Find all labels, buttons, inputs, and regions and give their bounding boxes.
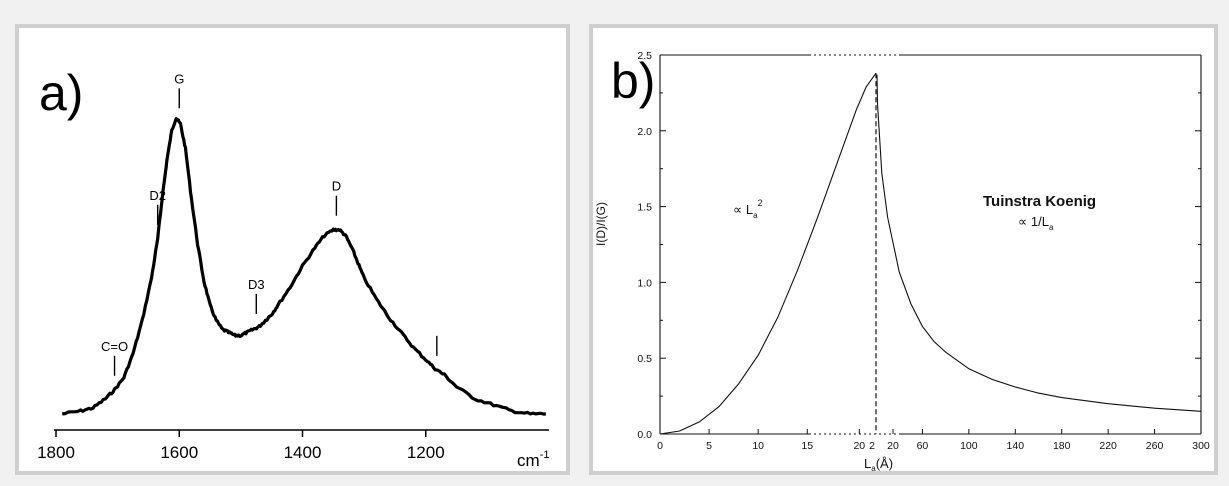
x-axis-label: La(Å) bbox=[864, 456, 893, 471]
x-tick-label: 100 bbox=[960, 440, 978, 452]
peak-label: C=O bbox=[101, 339, 128, 354]
x-ticks-a: 1800 1600 1400 1200 bbox=[37, 430, 445, 462]
peak-label: D3 bbox=[248, 277, 265, 292]
curve-right-segment bbox=[876, 74, 1202, 412]
x-tick-label: 15 bbox=[801, 440, 813, 452]
x-tick-label-a: 1200 bbox=[407, 443, 445, 462]
y-axis-label: I(D)/I(G) bbox=[594, 202, 608, 246]
curve-left-segment bbox=[659, 72, 877, 435]
peak-label: G bbox=[174, 71, 184, 86]
x-tick-label-a: 1800 bbox=[37, 443, 75, 462]
x-tick-label: 220 bbox=[1099, 440, 1117, 452]
x-tick-label: 180 bbox=[1053, 440, 1071, 452]
peak-label: D bbox=[332, 179, 341, 194]
y-tick-label: 0.5 bbox=[637, 353, 652, 365]
x-tick-label: 300 bbox=[1192, 440, 1210, 452]
ticks-b: 0.00.51.01.52.02.50 5 10 15 20 2 20 60 100 140 180… bbox=[637, 50, 1210, 452]
spectrum-line bbox=[62, 117, 546, 416]
x-tick-label: 5 bbox=[706, 440, 712, 452]
panel-label-a: a) bbox=[39, 65, 83, 121]
x-tick-label: 2 bbox=[869, 440, 875, 452]
x-tick-label: 140 bbox=[1007, 440, 1025, 452]
x-tick-label: 0 bbox=[657, 440, 663, 452]
x-unit-a: cm-1 bbox=[517, 449, 549, 470]
panel-b: 0.0 0.5 1.0 1.5 2.0 2.5 0 5 10 15 20 2 20 60 100 140 180… bbox=[589, 24, 1218, 475]
dotted-axis-gaps bbox=[809, 54, 901, 435]
right-law: ∝ 1/La bbox=[1018, 214, 1054, 232]
left-law: ∝ La2 bbox=[733, 198, 763, 220]
x-tick-label-a: 1600 bbox=[160, 443, 198, 462]
panel-label-b: b) bbox=[611, 53, 655, 109]
y-tick-label: 1.5 bbox=[637, 202, 652, 214]
chart-b: 0.00.51.01.52.02.50 5 10 15 20 2 20 60 100 140 180… bbox=[594, 50, 1210, 471]
axes-b bbox=[659, 54, 1202, 435]
x-tick-label: 10 bbox=[752, 440, 764, 452]
x-tick-label: 20 bbox=[853, 440, 865, 452]
y-tick-label: 2.0 bbox=[637, 126, 652, 138]
model-name: Tuinstra Koenig bbox=[983, 193, 1096, 210]
x-tick-label: 60 bbox=[917, 440, 929, 452]
y-tick-label: 0.0 bbox=[637, 429, 652, 441]
y-tick-label: 2.5 bbox=[637, 50, 652, 62]
x-tick-label: 260 bbox=[1146, 440, 1164, 452]
panel-a: a) 1800 1600 1400 1200 C=O D2 G D3 D cm-1 bbox=[15, 24, 570, 475]
x-tick-label-a: 1400 bbox=[284, 443, 322, 462]
x-tick-label: 20 bbox=[887, 440, 899, 452]
y-tick-label: 1.0 bbox=[637, 277, 652, 289]
